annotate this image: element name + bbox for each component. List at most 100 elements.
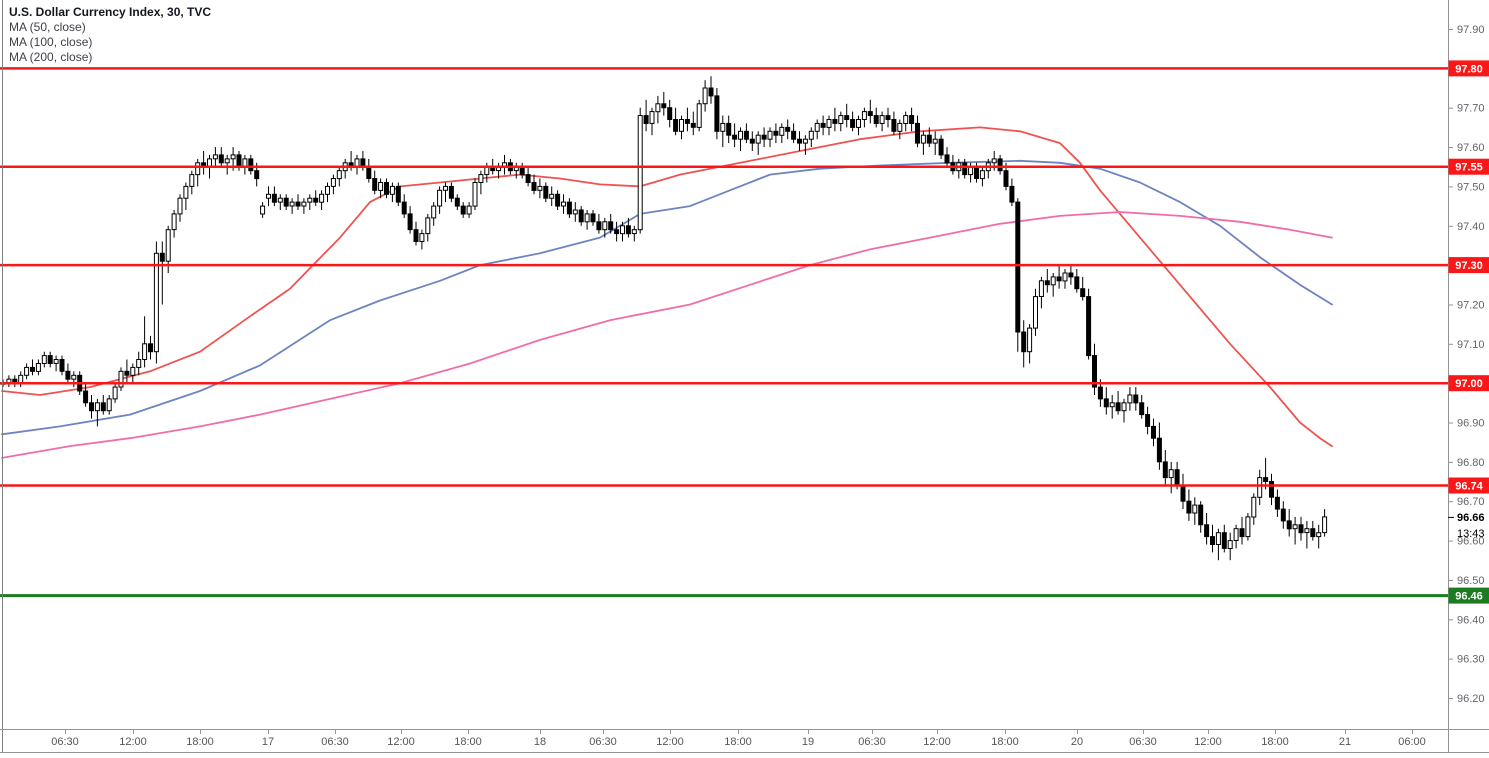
- price-tick-label: 96.60: [1457, 536, 1485, 548]
- price-axis[interactable]: 97.90 97.70 97.60 97.50 97.40 97.20 97.10 96.90…: [1448, 24, 1489, 705]
- candle-up: [549, 193, 555, 199]
- candle-up: [53, 359, 59, 364]
- time-tick-label: 18: [534, 736, 546, 748]
- candle-up: [856, 119, 861, 128]
- symbol-title[interactable]: U.S. Dollar Currency Index, 30, TVC: [9, 5, 212, 19]
- candle-down: [749, 138, 755, 144]
- candle-down: [974, 166, 979, 179]
- candle-up: [767, 130, 773, 140]
- time-tick-label: 12:00: [923, 736, 951, 748]
- candle-down: [997, 158, 1003, 172]
- candle-up: [230, 154, 236, 160]
- price-level-badge: [1448, 158, 1489, 175]
- candle-down: [89, 402, 94, 412]
- candle-down: [236, 154, 242, 168]
- candle-down: [643, 115, 649, 124]
- candle-up: [1257, 477, 1263, 498]
- candle-down: [1180, 485, 1186, 502]
- candle-down: [1186, 500, 1192, 514]
- time-tick-label: 06:30: [321, 736, 349, 748]
- candle-up: [71, 374, 77, 380]
- candle-up: [738, 130, 743, 140]
- candle-up: [153, 252, 159, 353]
- candle-down: [1310, 528, 1316, 538]
- candle-up: [289, 201, 295, 207]
- candle-down: [1151, 425, 1156, 439]
- candle-up: [24, 366, 30, 376]
- candle-down: [395, 185, 401, 203]
- candle-down: [1056, 276, 1062, 282]
- time-tick-label: 06:30: [1129, 736, 1157, 748]
- price-tick-label: 96.80: [1457, 457, 1485, 469]
- ma-100-line: [1, 159, 1333, 436]
- time-tick-label: 12:00: [656, 736, 684, 748]
- candle-up: [195, 162, 201, 176]
- candle-up: [189, 174, 195, 187]
- candle-down: [1097, 386, 1103, 400]
- candle-up: [1192, 504, 1198, 514]
- candle-up: [620, 225, 625, 235]
- candle-down: [885, 115, 891, 120]
- price-level-badge: [1448, 375, 1489, 392]
- candle-down: [690, 122, 696, 128]
- candle-up: [165, 229, 171, 262]
- candle-down: [531, 182, 537, 191]
- candle-up: [879, 115, 885, 124]
- candle-up: [431, 205, 437, 219]
- candle-down: [1204, 524, 1210, 538]
- candle-up: [702, 87, 708, 105]
- price-level-badge-label: 96.74: [1455, 481, 1483, 493]
- candle-up: [260, 205, 266, 215]
- candle-down: [1263, 477, 1269, 483]
- candle-down: [566, 201, 572, 215]
- candle-up: [755, 134, 761, 144]
- candle-down: [938, 138, 944, 156]
- candle-up: [437, 189, 443, 207]
- time-tick-label: 12:00: [1194, 736, 1222, 748]
- candle-up: [1168, 469, 1174, 479]
- candle-up: [561, 201, 566, 207]
- candle-up: [1304, 528, 1310, 534]
- candle-up: [136, 359, 142, 368]
- legend-indicator-ma200[interactable]: MA (200, close): [9, 50, 93, 64]
- candle-up: [1033, 296, 1038, 329]
- price-tick-label: 97.60: [1457, 142, 1485, 154]
- candle-up: [1322, 516, 1328, 534]
- candle-down: [684, 119, 690, 124]
- time-axis[interactable]: 06:30 12:00 18:00 17 06:30 12:00 18:00 18 06:30 1…: [51, 730, 1426, 748]
- candle-up: [319, 193, 325, 203]
- price-level-badge: [1448, 257, 1489, 274]
- candle-up: [679, 119, 684, 132]
- candle-down: [1280, 508, 1286, 522]
- candle-up: [537, 185, 543, 191]
- candle-up: [602, 221, 608, 231]
- candle-down: [661, 103, 667, 109]
- candle-down: [962, 162, 968, 176]
- candle-down: [1145, 414, 1151, 427]
- price-level-badge: [1448, 587, 1489, 604]
- candle-down: [1133, 394, 1139, 404]
- candle-down: [372, 178, 378, 191]
- candle-down: [726, 122, 732, 136]
- legend-indicator-ma50[interactable]: MA (50, close): [9, 20, 86, 34]
- candle-up: [720, 122, 726, 132]
- legend-indicator-ma100[interactable]: MA (100, close): [9, 35, 93, 49]
- bar-countdown-label: 13:43: [1457, 528, 1485, 540]
- candle-down: [820, 122, 826, 128]
- candle-down: [1086, 296, 1092, 357]
- candle-up: [572, 209, 578, 215]
- ma-200-line: [1, 211, 1333, 459]
- candle-up: [443, 185, 448, 191]
- candle-down: [1068, 272, 1074, 278]
- candle-up: [183, 185, 189, 199]
- candle-up: [419, 233, 425, 243]
- candle-down: [1003, 170, 1009, 187]
- price-level-badge-label: 97.00: [1455, 378, 1483, 390]
- candle-down: [555, 193, 561, 207]
- candle-down: [1156, 437, 1162, 463]
- candle-up: [177, 197, 183, 215]
- time-tick-label: 20: [1071, 736, 1083, 748]
- candle-down: [271, 193, 277, 203]
- candle-down: [708, 87, 714, 97]
